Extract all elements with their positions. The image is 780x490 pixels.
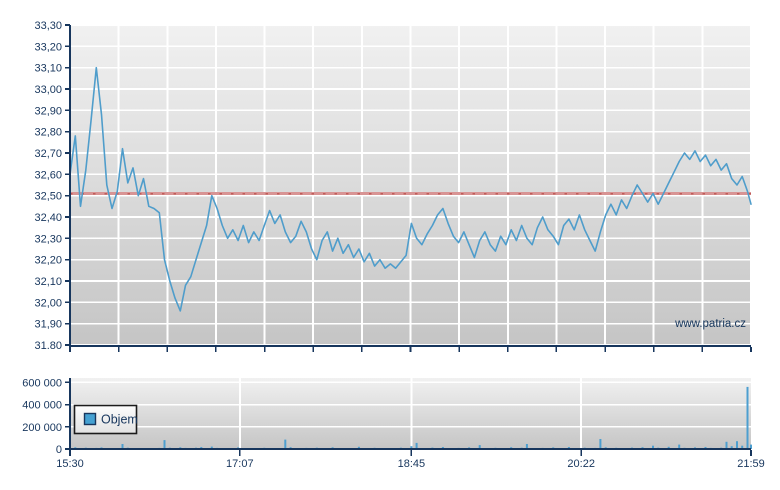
volume-axes — [65, 378, 752, 456]
y-tick-label: 200 000 — [22, 422, 62, 434]
y-tick-label: 33,30 — [34, 20, 62, 32]
y-tick-label: 32,50 — [34, 191, 62, 203]
volume-bar — [163, 440, 166, 449]
volume-bar — [478, 445, 481, 449]
y-tick-label: 32,90 — [34, 105, 62, 117]
price-grid — [69, 24, 752, 346]
x-tick-label: 17:07 — [226, 458, 254, 470]
y-tick-label: 33,20 — [34, 41, 62, 53]
y-tick-label: 33,10 — [34, 63, 62, 75]
legend-label: Objem — [101, 413, 138, 427]
y-tick-label: 32,60 — [34, 169, 62, 181]
volume-bar — [599, 439, 602, 449]
time-axis-labels: 15:30 17:07 18:45 20:22 21:59 — [56, 458, 765, 470]
x-tick-label: 18:45 — [398, 458, 426, 470]
y-tick-label: 32,10 — [34, 276, 62, 288]
y-tick-label: 32,20 — [34, 255, 62, 267]
y-tick-label: 32,70 — [34, 148, 62, 160]
volume-bar — [210, 446, 213, 449]
y-tick-label: 31.80 — [34, 340, 62, 352]
volume-bar — [525, 444, 528, 449]
volume-bar — [652, 445, 654, 449]
legend-swatch-icon — [83, 412, 97, 426]
y-tick-label: 31,90 — [34, 319, 62, 331]
x-tick-label: 15:30 — [56, 458, 84, 470]
volume-bar — [741, 445, 744, 449]
volume-bar — [284, 439, 287, 449]
volume-chart: 600 000 400 000 200 000 0 15:30 17:07 18:45 20… — [22, 377, 765, 470]
price-series-line — [69, 66, 752, 312]
y-tick-label: 400 000 — [22, 400, 62, 412]
x-tick-label: 21:59 — [737, 458, 765, 470]
legend: Objem — [73, 404, 138, 435]
volume-bar — [736, 441, 738, 449]
price-axes — [65, 24, 752, 352]
volume-bar — [667, 446, 670, 449]
y-tick-label: 33,00 — [34, 84, 62, 96]
price-chart: 33,30 33,20 33,10 33,00 32,90 32,80 32,70 32,60… — [34, 20, 752, 352]
volume-grid — [70, 378, 751, 449]
volume-bar — [357, 446, 360, 449]
y-tick-label: 32,30 — [34, 233, 62, 245]
y-tick-label: 32,80 — [34, 127, 62, 139]
volume-bar — [750, 444, 752, 449]
price-y-labels: 33,30 33,20 33,10 33,00 32,90 32,80 32,70 32,60… — [34, 20, 62, 352]
price-line — [69, 66, 752, 312]
volume-bar — [415, 442, 418, 449]
volume-bar — [410, 446, 413, 449]
volume-bar — [678, 444, 681, 449]
volume-bar — [121, 444, 124, 449]
y-tick-label: 0 — [56, 444, 62, 456]
y-tick-label: 32,00 — [34, 297, 62, 309]
y-tick-label: 600 000 — [22, 377, 62, 389]
y-tick-label: 32,40 — [34, 212, 62, 224]
watermark: www.patria.cz — [674, 318, 746, 330]
volume-bar — [746, 386, 749, 449]
volume-bar — [725, 441, 728, 449]
x-tick-label: 20:22 — [567, 458, 595, 470]
volume-bar — [730, 446, 733, 449]
volume-y-labels: 600 000 400 000 200 000 0 — [22, 377, 62, 456]
